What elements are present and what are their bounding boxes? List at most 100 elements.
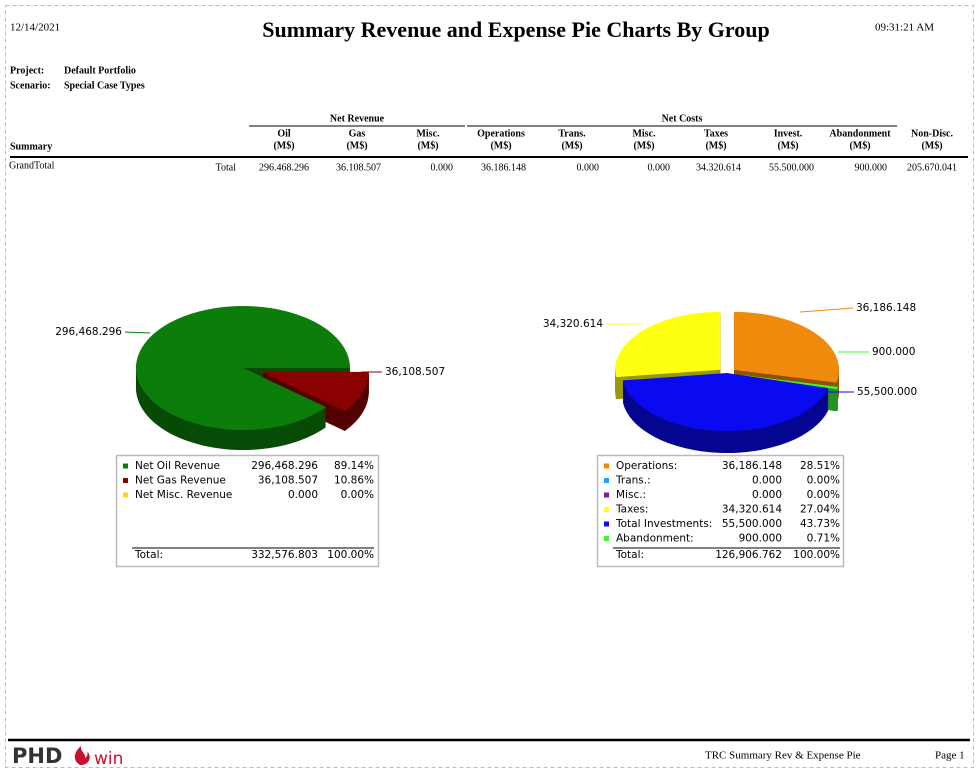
table-cell: 36.186.148 (481, 162, 526, 173)
legend-swatch (604, 478, 609, 483)
legend-percent: 27.04% (800, 504, 840, 516)
row-label: GrandTotal (9, 160, 55, 171)
legend-value: 0.000 (288, 489, 318, 501)
legend-value: 34,320.614 (722, 504, 782, 516)
pie-slice (622, 373, 829, 431)
legend-swatch (604, 536, 609, 541)
logo-suffix: win (94, 749, 123, 769)
legend-total-label: Total: (615, 549, 644, 561)
legend-total-percent: 100.00% (327, 549, 374, 561)
pie-slice (261, 371, 369, 411)
column-header: Abandonment (829, 128, 891, 139)
table-cell: 296.468.296 (259, 162, 309, 173)
report-date: 12/14/2021 (10, 22, 60, 34)
legend-value: 36,108.507 (258, 475, 318, 487)
leader-line (799, 307, 854, 313)
pie-slice (615, 311, 721, 378)
pie-slice (734, 311, 840, 383)
legend-value: 55,500.000 (722, 518, 782, 530)
column-header: Misc. (632, 128, 656, 139)
table-cell: 34.320.614 (696, 162, 741, 173)
legend-swatch (604, 507, 609, 512)
legend-percent: 0.00% (341, 489, 374, 501)
legend-value: 0.000 (752, 489, 782, 501)
legend-swatch (123, 478, 128, 483)
legend-name: Net Gas Revenue (135, 475, 226, 487)
table-cell: 0.000 (577, 162, 600, 173)
column-header: (M$) (921, 140, 942, 151)
row-header: Summary (10, 141, 52, 152)
legend-swatch (604, 492, 609, 498)
legend-swatch (604, 463, 609, 469)
table-cell: 36.108.507 (336, 162, 381, 173)
legend-percent: 0.71% (807, 533, 840, 545)
column-header: Operations (477, 128, 525, 139)
legend-name: Net Oil Revenue (135, 460, 220, 472)
column-header: Oil (277, 128, 291, 139)
column-header: Non-Disc. (911, 128, 953, 139)
legend-percent: 28.51% (800, 460, 840, 472)
legend-value: 0.000 (752, 475, 782, 487)
report-title: Summary Revenue and Expense Pie Charts B… (262, 17, 769, 42)
row-sublabel: Total (216, 162, 237, 173)
column-header: Taxes (704, 128, 728, 139)
group-header: Net Costs (662, 113, 703, 124)
legend-name: Trans.: (615, 475, 651, 487)
logo: PHD (12, 744, 62, 768)
column-header: (M$) (777, 140, 798, 151)
column-header: Trans. (558, 128, 586, 139)
slice-label: 900.000 (872, 346, 915, 358)
slice-label: 36,108.507 (385, 366, 445, 378)
legend-percent: 43.73% (800, 518, 840, 530)
table-cell: 0.000 (431, 162, 454, 173)
page-border (5, 5, 974, 768)
legend-total-label: Total: (134, 549, 163, 561)
legend-name: Abandonment: (616, 533, 694, 545)
legend-percent: 0.00% (807, 475, 840, 487)
group-header: Net Revenue (330, 113, 385, 124)
legend-total: 126,906.762 (715, 549, 782, 561)
column-header: (M$) (705, 140, 726, 151)
legend-name: Total Investments: (615, 518, 712, 530)
legend-percent: 0.00% (807, 489, 840, 501)
column-header: (M$) (490, 140, 511, 151)
legend-total-percent: 100.00% (793, 549, 840, 561)
logo-flame (74, 746, 90, 765)
page-number: Page 1 (935, 750, 965, 762)
slice-label: 36,186.148 (856, 302, 916, 314)
legend-value: 36,186.148 (722, 460, 782, 472)
legend-total: 332,576.803 (251, 549, 318, 561)
project: Default Portfolio (64, 65, 136, 76)
column-header: (M$) (417, 140, 438, 151)
column-header: (M$) (561, 140, 582, 151)
legend-name: Taxes: (615, 504, 648, 516)
leader-line (124, 331, 151, 334)
column-header: Misc. (416, 128, 440, 139)
column-header: Gas (349, 128, 366, 139)
legend-swatch (123, 463, 128, 469)
report-name: TRC Summary Rev & Expense Pie (705, 750, 861, 762)
slice-label: 296,468.296 (55, 326, 122, 338)
legend-value: 296,468.296 (251, 460, 318, 472)
legend-name: Net Misc. Revenue (135, 489, 232, 501)
legend-swatch (123, 492, 128, 498)
legend-percent: 89.14% (334, 460, 374, 472)
legend-name: Operations: (616, 460, 677, 472)
slice-label: 55,500.000 (857, 386, 917, 398)
pie-slice (735, 374, 839, 390)
column-header: (M$) (633, 140, 654, 151)
scenario: Special Case Types (64, 80, 145, 91)
legend-percent: 10.86% (334, 475, 374, 487)
legend-swatch (604, 521, 609, 527)
pie-slice (136, 306, 350, 431)
scenario-label: Scenario: (10, 80, 51, 91)
table-cell: 900.000 (855, 162, 888, 173)
project-label: Project: (10, 65, 44, 76)
column-header: (M$) (849, 140, 870, 151)
column-header: Invest. (774, 128, 803, 139)
report-time: 09:31:21 AM (875, 22, 934, 34)
table-cell: 0.000 (648, 162, 671, 173)
legend-name: Misc.: (616, 489, 646, 501)
table-cell: 55.500.000 (769, 162, 814, 173)
